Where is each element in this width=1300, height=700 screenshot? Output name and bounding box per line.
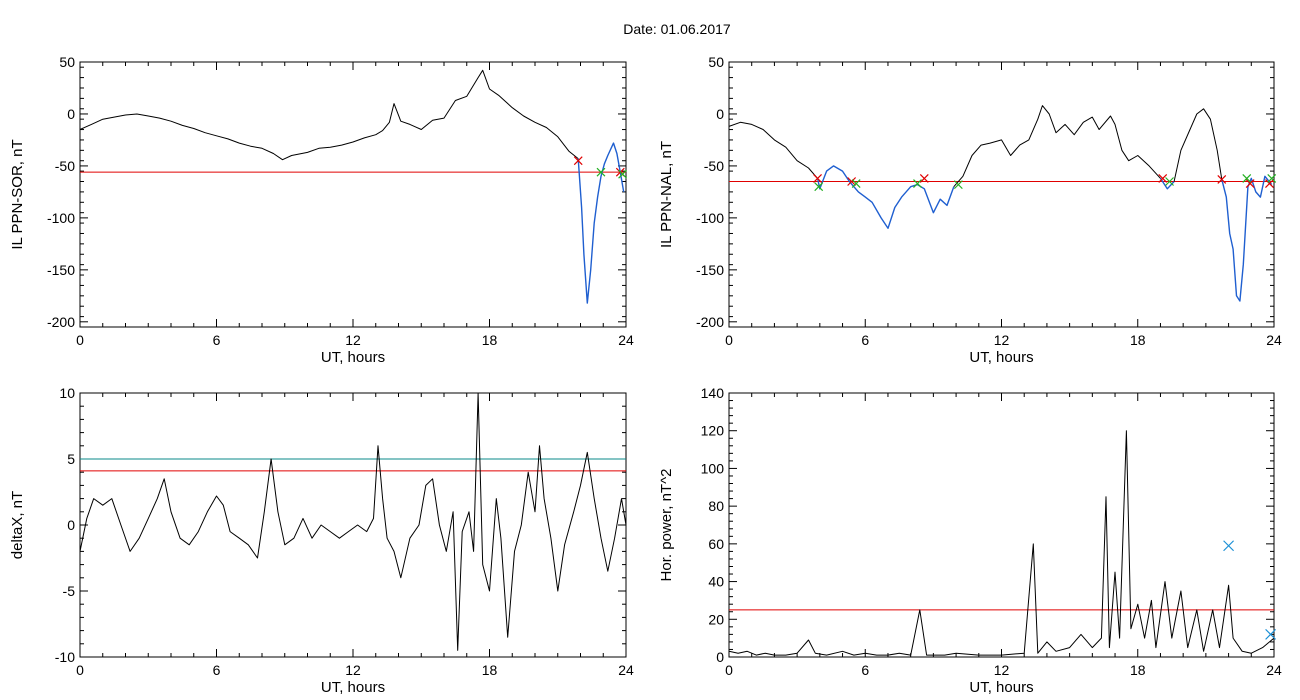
x-tick-label: 0 bbox=[76, 332, 84, 348]
x-tick-label: 0 bbox=[76, 662, 84, 678]
end-marker bbox=[1242, 173, 1252, 183]
series-line bbox=[728, 121, 818, 179]
y-tick-label: 100 bbox=[701, 460, 725, 476]
peak-marker bbox=[1223, 540, 1235, 552]
x-axis-label: UT, hours bbox=[321, 679, 385, 696]
series-line bbox=[1173, 108, 1223, 182]
x-axis-label: UT, hours bbox=[321, 349, 385, 366]
x-tick-label: 24 bbox=[618, 332, 634, 348]
y-axis-label: Hor. power, nT^2 bbox=[658, 469, 675, 582]
plot-frame bbox=[728, 392, 1275, 658]
end-marker bbox=[1267, 173, 1277, 183]
y-tick-label: 0 bbox=[67, 517, 75, 533]
plot-frame bbox=[79, 392, 627, 658]
y-tick-label: 140 bbox=[701, 385, 725, 401]
x-tick-label: 24 bbox=[1266, 332, 1282, 348]
y-tick-label: 10 bbox=[59, 385, 75, 401]
y-axis-label: IL PPN-SOR, nT bbox=[9, 139, 26, 249]
end-marker bbox=[1165, 177, 1174, 186]
substorm-series-line bbox=[1221, 175, 1273, 302]
series-line bbox=[728, 430, 1275, 656]
onset-marker bbox=[573, 156, 583, 166]
date-title: Date: 01.06.2017 bbox=[623, 21, 731, 37]
y-tick-label: 0 bbox=[716, 649, 724, 665]
onset-marker bbox=[1158, 173, 1168, 183]
end-marker bbox=[913, 179, 922, 189]
y-tick-label: -200 bbox=[47, 314, 75, 330]
y-tick-label: -50 bbox=[704, 158, 724, 174]
end-marker bbox=[596, 167, 606, 177]
x-tick-label: 0 bbox=[725, 332, 733, 348]
x-tick-label: 12 bbox=[345, 332, 361, 348]
x-tick-label: 6 bbox=[861, 662, 869, 678]
peak-marker bbox=[1265, 628, 1277, 640]
x-tick-label: 12 bbox=[345, 662, 361, 678]
substorm-series-line bbox=[577, 142, 625, 304]
x-tick-label: 6 bbox=[861, 332, 869, 348]
onset-marker bbox=[847, 177, 857, 186]
x-tick-label: 18 bbox=[482, 662, 498, 678]
x-axis-label: UT, hours bbox=[969, 679, 1033, 696]
end-marker bbox=[814, 182, 824, 192]
series-line bbox=[79, 69, 579, 161]
onset-marker bbox=[1265, 179, 1274, 189]
y-tick-label: 0 bbox=[67, 106, 75, 122]
y-tick-label: -150 bbox=[47, 262, 75, 278]
x-tick-label: 24 bbox=[618, 662, 634, 678]
y-tick-label: -10 bbox=[55, 649, 75, 665]
plot-frame bbox=[79, 61, 627, 328]
y-tick-label: 5 bbox=[67, 451, 75, 467]
panel-3: 0 6 12 18 24 10 5 0 -5 -10 UT, hours deltaX, nT bbox=[9, 385, 634, 696]
end-marker bbox=[851, 179, 861, 189]
y-tick-label: 120 bbox=[701, 423, 725, 439]
y-tick-label: 50 bbox=[708, 54, 724, 70]
x-axis-label: UT, hours bbox=[969, 349, 1033, 366]
y-axis-label: IL PPN-NAL, nT bbox=[658, 141, 675, 248]
series-line bbox=[79, 392, 627, 651]
y-tick-label: 60 bbox=[708, 536, 724, 552]
x-tick-label: 18 bbox=[482, 332, 498, 348]
panel-4: 0 6 12 18 24 140 120 100 80 60 40 20 0 UT, hours Hor. … bbox=[658, 385, 1282, 696]
y-tick-label: -50 bbox=[55, 158, 75, 174]
x-tick-label: 18 bbox=[1130, 332, 1146, 348]
y-tick-label: -150 bbox=[696, 262, 724, 278]
y-tick-label: 80 bbox=[708, 498, 724, 514]
y-tick-label: 50 bbox=[59, 54, 75, 70]
x-tick-label: 6 bbox=[213, 662, 221, 678]
onset-marker bbox=[1217, 175, 1227, 184]
x-tick-label: 6 bbox=[213, 332, 221, 348]
series-line bbox=[953, 105, 1161, 188]
x-tick-label: 12 bbox=[994, 662, 1010, 678]
substorm-series-line bbox=[816, 165, 955, 229]
y-axis-label: deltaX, nT bbox=[9, 491, 26, 559]
y-tick-label: -200 bbox=[696, 314, 724, 330]
x-tick-label: 18 bbox=[1130, 662, 1146, 678]
onset-marker bbox=[1245, 179, 1255, 189]
onset-marker bbox=[813, 173, 822, 183]
y-tick-label: -100 bbox=[696, 210, 724, 226]
y-tick-label: -5 bbox=[63, 583, 76, 599]
y-tick-label: 40 bbox=[708, 574, 724, 590]
x-tick-label: 12 bbox=[994, 332, 1010, 348]
panel-1: 0 6 12 18 24 50 0 -50 -100 -150 -200 UT, hours IL PP… bbox=[9, 54, 634, 366]
onset-marker bbox=[919, 173, 929, 183]
panel-2: 0 6 12 18 24 50 0 -50 -100 -150 -200 UT, hours IL PP… bbox=[658, 54, 1282, 366]
y-tick-label: 0 bbox=[716, 106, 724, 122]
x-tick-label: 24 bbox=[1266, 662, 1282, 678]
y-tick-label: -100 bbox=[47, 210, 75, 226]
plot-frame bbox=[728, 61, 1275, 328]
y-tick-label: 20 bbox=[708, 611, 724, 627]
x-tick-label: 0 bbox=[725, 662, 733, 678]
end-marker bbox=[618, 169, 628, 179]
end-marker bbox=[953, 180, 963, 190]
